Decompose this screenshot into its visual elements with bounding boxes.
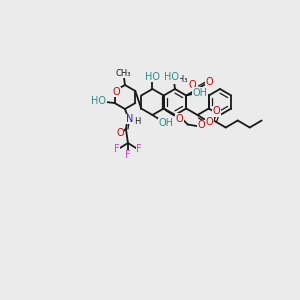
Text: HO: HO bbox=[164, 72, 179, 82]
Text: HO: HO bbox=[145, 72, 160, 82]
Text: OH: OH bbox=[159, 118, 174, 128]
Text: N: N bbox=[126, 114, 134, 124]
Text: O: O bbox=[176, 113, 184, 124]
Text: O: O bbox=[113, 87, 120, 97]
Text: O: O bbox=[213, 106, 220, 116]
Text: CH₃: CH₃ bbox=[173, 75, 188, 84]
Text: OH: OH bbox=[193, 88, 208, 98]
Text: O: O bbox=[206, 77, 213, 87]
Text: H: H bbox=[134, 116, 140, 125]
Text: F: F bbox=[136, 144, 142, 154]
Text: F: F bbox=[114, 144, 120, 154]
Text: O: O bbox=[189, 80, 196, 91]
Text: O: O bbox=[198, 121, 206, 130]
Text: HO: HO bbox=[91, 96, 106, 106]
Text: O: O bbox=[116, 128, 124, 138]
Text: F: F bbox=[125, 150, 131, 160]
Text: CH₃: CH₃ bbox=[115, 68, 131, 77]
Text: O: O bbox=[206, 117, 213, 127]
